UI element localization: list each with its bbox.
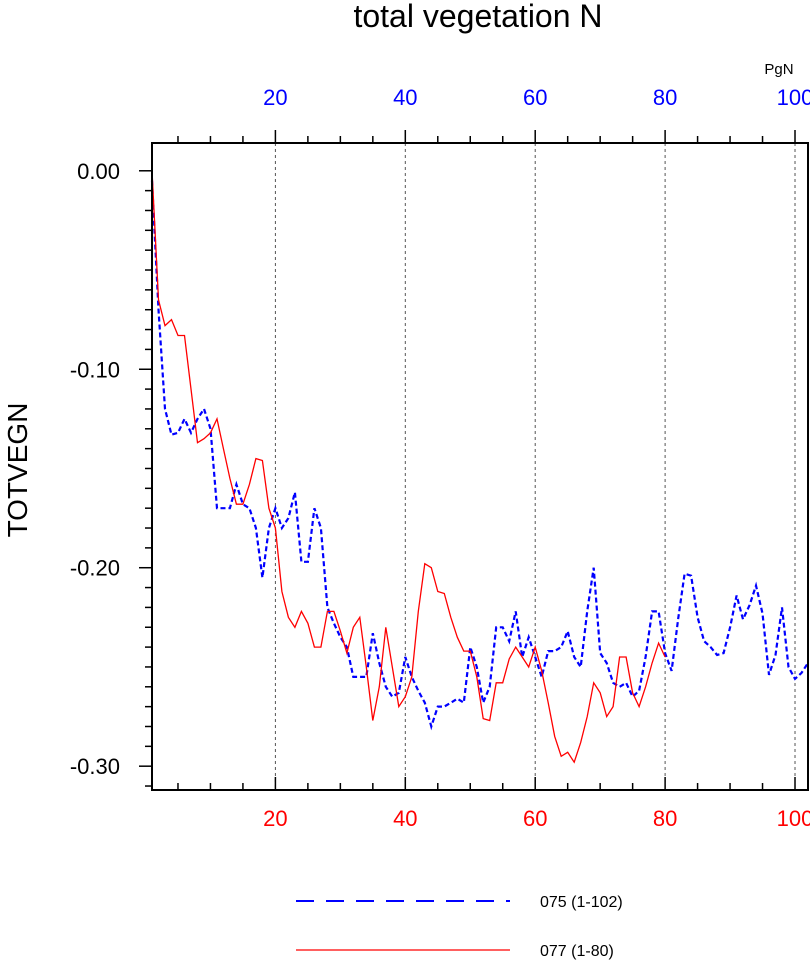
legend-label-1: 077 (1-80) <box>540 943 614 960</box>
y-tick-label: -0.30 <box>70 754 120 779</box>
top-tick-label: 80 <box>653 85 677 110</box>
grid-lines <box>274 143 796 790</box>
legend-label-0: 075 (1-102) <box>540 894 623 911</box>
y-tick-label: 0.00 <box>77 159 120 184</box>
tick-labels: 0.00 -0.10 -0.20 -0.30 20 40 60 80 100 20 40 60 80 10… <box>70 85 810 831</box>
plot-frame <box>151 142 809 791</box>
y-tick-label: -0.10 <box>70 357 120 382</box>
top-tick-label: 20 <box>263 85 287 110</box>
bottom-tick-label: 80 <box>653 806 677 831</box>
top-tick-label: 40 <box>393 85 417 110</box>
top-axis-unit: PgN <box>764 61 793 78</box>
series-line-1 <box>151 170 666 764</box>
chart-title: total vegetation N <box>353 0 602 34</box>
bottom-tick-label: 40 <box>393 806 417 831</box>
bottom-tick-label: 100 <box>777 806 810 831</box>
top-tick-label: 60 <box>523 85 547 110</box>
y-tick-label: -0.20 <box>70 556 120 581</box>
bottom-tick-label: 60 <box>523 806 547 831</box>
legend: 075 (1-102) 077 (1-80) <box>296 894 623 960</box>
bottom-tick-label: 20 <box>263 806 287 831</box>
top-tick-label: 100 <box>777 85 810 110</box>
series-lines <box>150 170 809 764</box>
y-axis-label: TOTVEGN <box>2 403 33 538</box>
axis-ticks <box>139 130 796 790</box>
series-line-0 <box>150 180 809 731</box>
